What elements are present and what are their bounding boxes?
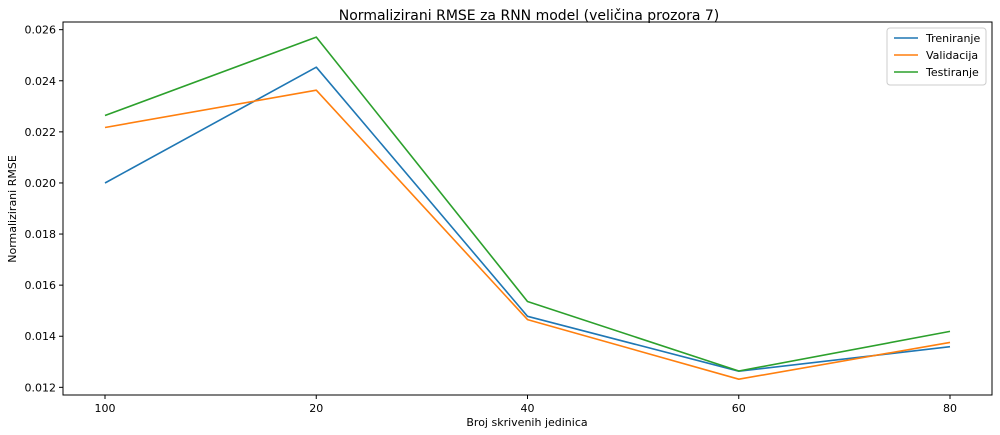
legend-label: Validacija: [926, 49, 978, 62]
y-axis-label: Normalizirani RMSE: [6, 155, 19, 263]
legend-label: Testiranje: [925, 66, 979, 79]
y-tick-label: 0.020: [25, 177, 57, 190]
series-line-validacija: [104, 89, 951, 381]
y-tick-label: 0.014: [25, 330, 57, 343]
y-tick-label: 0.022: [25, 126, 57, 139]
legend-box: [886, 27, 987, 86]
y-tick-label: 0.012: [25, 381, 57, 394]
y-tick-label: 0.016: [25, 279, 57, 292]
x-tick-label: 80: [943, 402, 957, 415]
x-tick-label: 60: [732, 402, 746, 415]
x-tick-label: 40: [521, 402, 535, 415]
chart-title: Normalizirani RMSE za RNN model (veličin…: [339, 8, 719, 24]
x-axis-label: Broj skrivenih jedinica: [466, 416, 587, 429]
x-tick-label: 20: [309, 402, 323, 415]
series-lines: [104, 36, 951, 381]
y-tick-label: 0.024: [25, 75, 57, 88]
x-tick-label: 100: [95, 402, 116, 415]
plot-area-frame: [62, 21, 993, 396]
y-tick-label: 0.018: [25, 228, 57, 241]
series-line-treniranje: [104, 66, 951, 373]
series-line-testiranje: [104, 36, 951, 372]
y-axis: 0.012 0.014 0.016 0.018 0.020 0.022 0.024 0.026: [25, 24, 63, 394]
y-tick-label: 0.026: [25, 24, 57, 37]
legend-label: Treniranje: [925, 32, 980, 45]
legend: Treniranje Validacija Testiranje: [886, 27, 987, 86]
x-axis: 100 20 40 60 80: [95, 395, 957, 415]
